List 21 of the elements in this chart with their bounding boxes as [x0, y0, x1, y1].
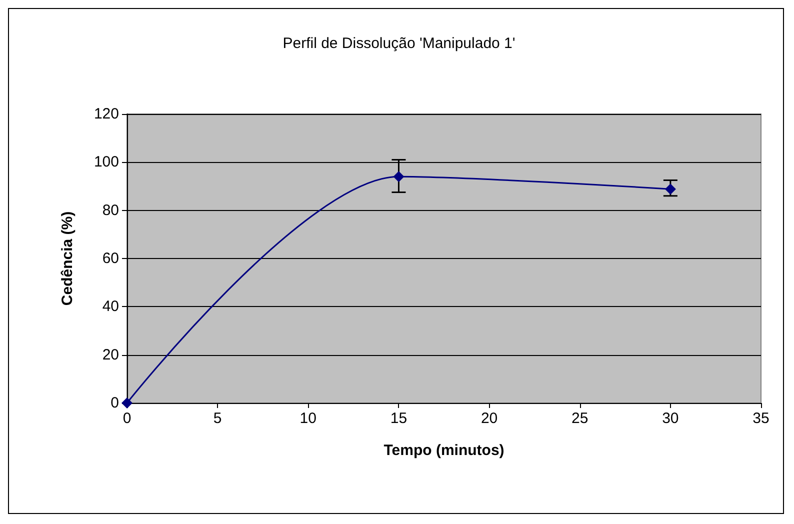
y-axis-title: Cedência (%): [59, 211, 76, 306]
y-tick-label: 0: [110, 394, 119, 412]
y-tick-label: 80: [102, 202, 119, 219]
point: [664, 184, 676, 195]
x-tick-label: 25: [572, 410, 588, 427]
point: [122, 398, 132, 408]
y-tick-label: 100: [94, 154, 119, 171]
point: [393, 171, 404, 182]
x-tick-label: 20: [480, 410, 498, 427]
y-tick-label: 20: [102, 346, 119, 364]
chart-title: Perfil de Dissolução 'Manipulado 1': [282, 35, 516, 52]
y-tick-label: 40: [102, 298, 119, 316]
x-tick-label: 10: [300, 410, 316, 427]
x-tick-label: 15: [390, 410, 408, 427]
x-axis-title: Tempo (minutos): [384, 442, 504, 459]
x-tick-label: 5: [213, 410, 222, 427]
y-tick-label: 60: [102, 250, 119, 267]
x-tick-label: 35: [752, 410, 770, 427]
y-tick-label: 120: [94, 106, 119, 122]
x-tick-label: 30: [662, 410, 679, 427]
x-tick-label: 0: [122, 410, 132, 427]
